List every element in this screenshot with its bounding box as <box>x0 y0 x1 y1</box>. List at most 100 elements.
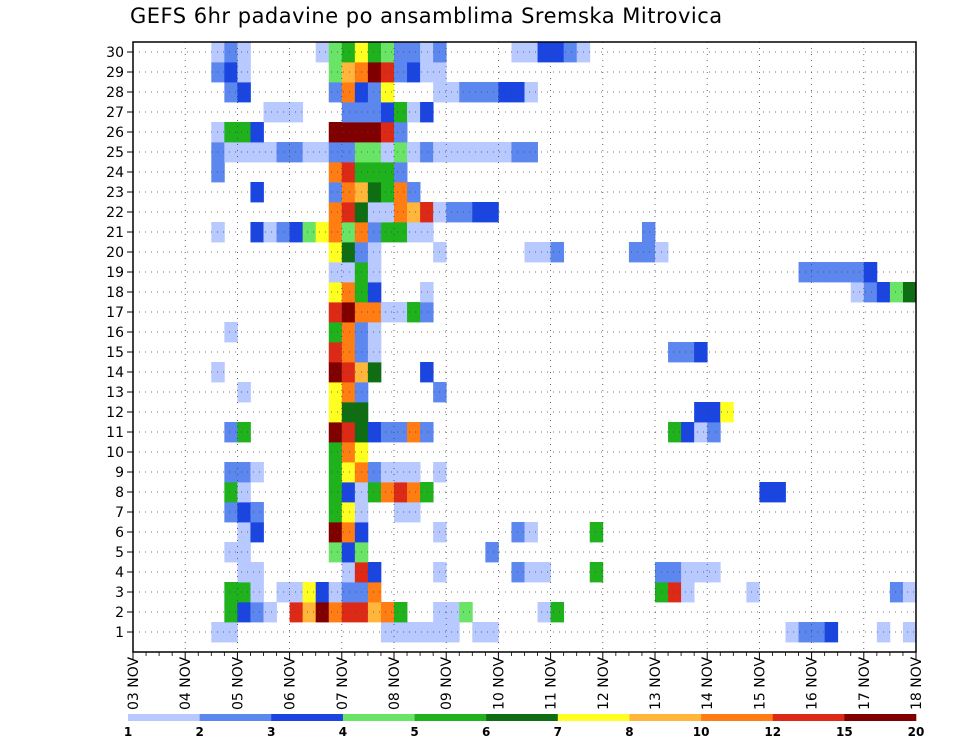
heatmap-cell <box>289 222 304 243</box>
heatmap-cell <box>380 82 395 103</box>
heatmap-cell <box>302 602 317 623</box>
heatmap-cell <box>341 422 356 443</box>
y-tick-label: 7 <box>115 505 124 521</box>
colorbar-legend: 1 2 3 4 5 6 7 8 10 12 15 20 <box>124 714 924 739</box>
heatmap-cell <box>328 602 343 623</box>
heatmap-cell <box>250 462 264 483</box>
heatmap-cell <box>328 522 343 543</box>
heatmap-cell <box>211 222 225 243</box>
colorbar-swatch <box>486 714 559 721</box>
heatmap-cell <box>380 142 395 163</box>
heatmap-cell <box>367 602 382 623</box>
heatmap-cell <box>511 562 525 583</box>
heatmap-cell <box>472 82 486 103</box>
heatmap-cell <box>707 422 721 443</box>
heatmap-cell <box>511 142 525 163</box>
heatmap-cell <box>589 562 604 583</box>
heatmap-cell <box>211 122 225 143</box>
heatmap-cell <box>524 142 538 163</box>
heatmap-cell <box>394 422 408 443</box>
y-tick-label: 16 <box>106 325 124 341</box>
heatmap-cell <box>367 322 382 343</box>
heatmap-cell <box>341 202 356 223</box>
heatmap-cell <box>289 142 304 163</box>
x-tick-label: 15 NOV <box>752 656 768 710</box>
x-tick-label: 05 NOV <box>230 656 246 710</box>
heatmap-cell <box>785 622 799 643</box>
heatmap-cell <box>394 62 408 83</box>
heatmap-cell <box>367 582 382 603</box>
heatmap-cell <box>367 122 382 143</box>
heatmap-cell <box>459 82 473 103</box>
heatmap-cell <box>315 602 330 623</box>
heatmap-cell <box>367 262 382 283</box>
heatmap-cell <box>211 62 225 83</box>
heatmap-cell <box>446 82 460 103</box>
heatmap-cell <box>628 242 643 263</box>
x-tick-label: 17 NOV <box>857 656 873 710</box>
heatmap-cell <box>367 182 382 203</box>
heatmap-cell <box>367 162 382 183</box>
heatmap-cell <box>302 222 317 243</box>
heatmap-cell <box>537 242 551 263</box>
y-tick-label: 11 <box>106 425 124 441</box>
y-tick-label: 26 <box>106 125 124 141</box>
heatmap-cell <box>863 262 878 283</box>
heatmap-cell <box>524 562 538 583</box>
heatmap-cell <box>367 82 382 103</box>
heatmap-cell <box>420 142 434 163</box>
heatmap-cell <box>694 342 708 363</box>
heatmap-cell <box>380 622 395 643</box>
heatmap-cell <box>446 602 460 623</box>
heatmap-cell <box>315 222 330 243</box>
heatmap-cell <box>328 62 343 83</box>
heatmap-cell <box>341 242 356 263</box>
heatmap-cell <box>302 142 317 163</box>
heatmap-cell <box>811 622 826 643</box>
heatmap-cell <box>315 582 330 603</box>
y-tick-label: 8 <box>115 485 124 501</box>
heatmap-cell <box>263 602 277 623</box>
heatmap-cell <box>237 422 251 443</box>
heatmap-cell <box>889 282 904 303</box>
heatmap-cell <box>485 202 499 223</box>
y-tick-label: 3 <box>115 585 124 601</box>
heatmap-cell <box>550 602 565 623</box>
y-axis-ticks: 1234567891011121314151617181920212223242… <box>106 45 133 641</box>
y-tick-label: 22 <box>106 205 124 221</box>
y-tick-label: 9 <box>115 465 124 481</box>
colorbar-swatch <box>557 714 630 721</box>
y-tick-label: 30 <box>106 45 124 61</box>
y-tick-label: 4 <box>115 565 124 581</box>
y-tick-label: 21 <box>106 225 124 241</box>
colorbar-label: 12 <box>764 725 781 739</box>
heatmap-cell <box>328 262 343 283</box>
heatmap-cell <box>407 422 421 443</box>
heatmap-cell <box>407 142 421 163</box>
heatmap-cell <box>407 622 421 643</box>
heatmap-cell <box>250 602 264 623</box>
heatmap-cell <box>224 422 238 443</box>
heatmap-cell <box>315 42 330 63</box>
heatmap-cell <box>380 182 395 203</box>
heatmap-cell <box>224 82 238 103</box>
heatmap-cell <box>328 382 343 403</box>
y-tick-label: 29 <box>106 65 124 81</box>
heatmap-cell <box>407 462 421 483</box>
heatmap-cell <box>289 582 304 603</box>
heatmap-cell <box>341 162 356 183</box>
heatmap-cell <box>328 82 343 103</box>
heatmap-cell <box>641 222 656 243</box>
heatmap-cell <box>250 502 264 523</box>
heatmap-cell <box>459 602 473 623</box>
heatmap-cell <box>341 122 356 143</box>
heatmap-cell <box>341 602 356 623</box>
heatmap-cell <box>224 622 238 643</box>
heatmap-cell <box>694 422 708 443</box>
heatmap-cells <box>211 42 917 643</box>
y-tick-label: 18 <box>106 285 124 301</box>
heatmap-cell <box>524 522 538 543</box>
heatmap-cell <box>341 262 356 283</box>
x-tick-label: 03 NOV <box>126 656 142 710</box>
